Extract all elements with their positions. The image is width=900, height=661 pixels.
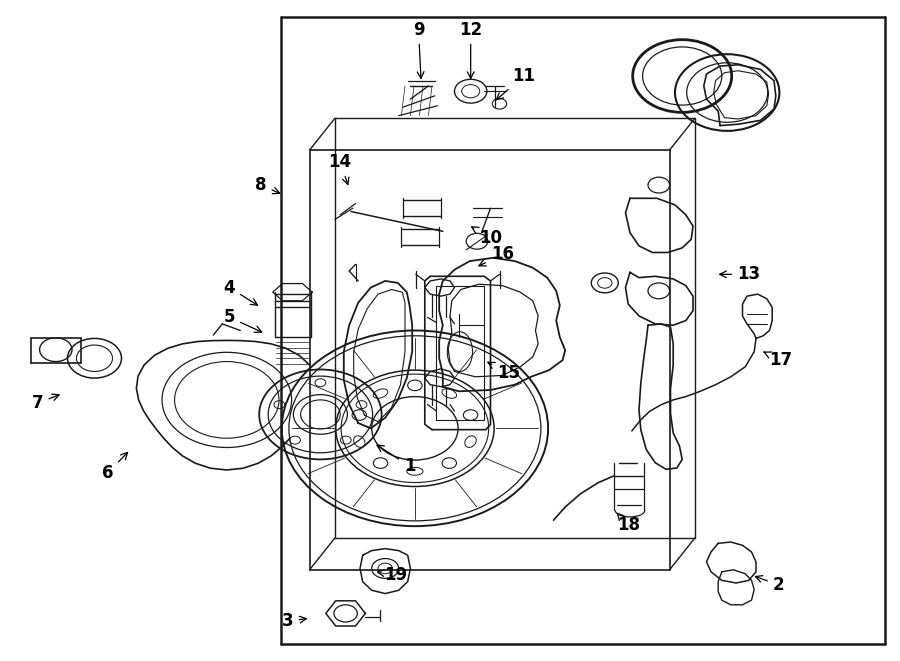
Text: 5: 5 [224, 308, 262, 332]
Text: 13: 13 [720, 265, 760, 284]
Text: 11: 11 [497, 67, 536, 100]
Text: 14: 14 [328, 153, 352, 184]
Text: 2: 2 [755, 576, 784, 594]
Text: 10: 10 [472, 227, 502, 247]
Text: 1: 1 [377, 445, 415, 475]
Text: 6: 6 [103, 453, 128, 482]
Text: 16: 16 [479, 245, 514, 266]
Text: 18: 18 [616, 513, 640, 535]
Text: 9: 9 [413, 20, 424, 79]
Text: 3: 3 [283, 612, 306, 631]
Text: 4: 4 [224, 278, 257, 305]
Text: 7: 7 [32, 394, 59, 412]
Text: 12: 12 [459, 20, 482, 79]
Text: 15: 15 [488, 362, 520, 383]
Text: 8: 8 [256, 176, 280, 194]
Text: 17: 17 [764, 351, 793, 369]
Text: 19: 19 [378, 566, 408, 584]
